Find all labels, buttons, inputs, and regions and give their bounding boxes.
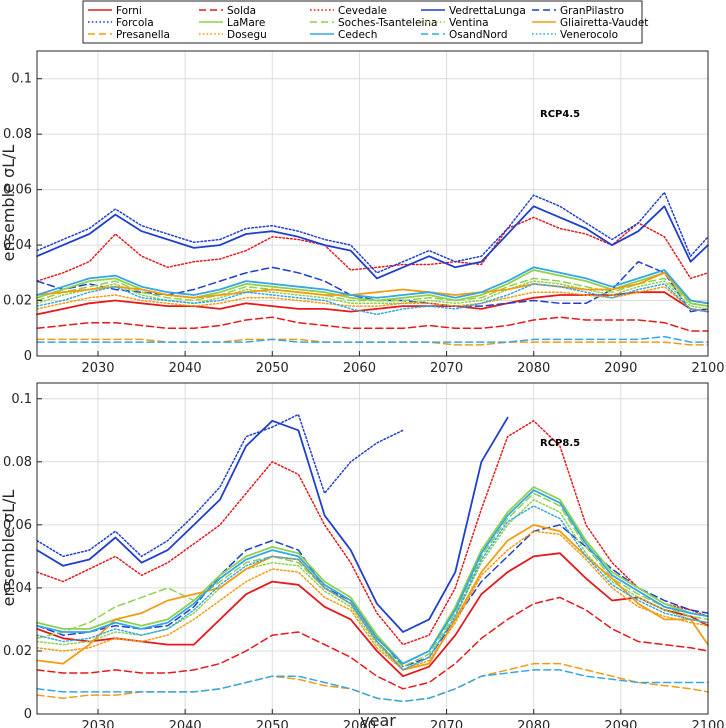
legend-label: Forni bbox=[116, 5, 142, 17]
series-top bbox=[36, 191, 709, 346]
x-tick-label-2060: 2060 bbox=[343, 719, 376, 728]
legend-label: Forcola bbox=[116, 17, 154, 29]
legend-entry-gliairetta-vaudet: Gliairetta-Vaudet bbox=[532, 17, 648, 29]
ticks-top: 2030 2040 2050 2060 2070 2080 2090 2100 0 0.02 0.0… bbox=[3, 72, 725, 376]
legend-entry-forcola: Forcola bbox=[88, 17, 154, 29]
x-tick-label-2040: 2040 bbox=[169, 719, 202, 728]
axes-frame-top bbox=[36, 50, 709, 357]
series-line-cedech-bottom bbox=[36, 489, 709, 665]
legend-entry-lamare: LaMare bbox=[199, 17, 265, 29]
legend-entry-ventina: Ventina bbox=[421, 17, 489, 29]
series-line-soches-tsanteleina-top bbox=[36, 277, 709, 307]
y-tick-label-0.1: 0.1 bbox=[11, 392, 32, 407]
legend-entry-soches-tsanteleina: Soches-Tsanteleina bbox=[310, 17, 437, 29]
y-axis-label-top: ensemble σL/L bbox=[0, 145, 18, 262]
x-tick-label-2040: 2040 bbox=[169, 361, 202, 376]
x-tick-label-2080: 2080 bbox=[517, 361, 550, 376]
legend-label: LaMare bbox=[227, 17, 265, 29]
x-tick-label-2060: 2060 bbox=[343, 361, 376, 376]
series-line-lamare-bottom bbox=[36, 486, 709, 665]
x-tick-label-2050: 2050 bbox=[256, 361, 289, 376]
series-line-gliairetta-vaudet-top bbox=[36, 271, 709, 305]
series-line-osandnord-top bbox=[36, 335, 709, 343]
x-tick-label-2030: 2030 bbox=[81, 361, 114, 376]
y-tick-label-0.1: 0.1 bbox=[11, 72, 32, 87]
panel-rcp85: 2030 2040 2050 2060 2070 2080 2090 2100 0 0.02 0.0… bbox=[0, 382, 725, 728]
legend-label: Solda bbox=[227, 5, 256, 17]
x-tick-label-2090: 2090 bbox=[604, 361, 637, 376]
x-axis-label: year bbox=[360, 711, 396, 728]
series-bottom bbox=[36, 413, 709, 703]
legend-entry-presanella: Presanella bbox=[88, 29, 170, 41]
y-tick-label-0.06: 0.06 bbox=[3, 518, 32, 533]
y-tick-label-0: 0 bbox=[24, 349, 32, 364]
legend-entry-osandnord: OsandNord bbox=[421, 29, 508, 41]
legend-entry-cedech: Cedech bbox=[310, 29, 377, 41]
legend-entry-cevedale: Cevedale bbox=[310, 5, 387, 17]
annotation-rcp85: RCP8.5 bbox=[540, 438, 580, 449]
legend-label: OsandNord bbox=[449, 29, 508, 41]
series-line-venerocolo-bottom bbox=[36, 505, 709, 671]
legend-entry-dosegu: Dosegu bbox=[199, 29, 267, 41]
legend-label: Presanella bbox=[116, 29, 170, 41]
axes-frame-bottom bbox=[36, 382, 709, 715]
y-tick-label-0.02: 0.02 bbox=[3, 294, 32, 309]
series-line-cevedale-bottom bbox=[36, 420, 709, 646]
legend-label: GranPilastro bbox=[560, 5, 624, 17]
legend-entry-forni: Forni bbox=[88, 5, 142, 17]
x-tick-label-2100: 2100 bbox=[691, 719, 724, 728]
legend-entry-vedrettalunga: VedrettaLunga bbox=[421, 5, 526, 17]
legend-label: Soches-Tsanteleina bbox=[338, 17, 437, 29]
series-line-solda-top bbox=[36, 316, 709, 332]
series-line-solda-bottom bbox=[36, 596, 709, 690]
legend-label: Ventina bbox=[449, 17, 489, 29]
series-line-osandnord-bottom bbox=[36, 669, 709, 703]
y-axis-label-bottom: ensemble σL/L bbox=[0, 490, 18, 607]
annotation-rcp45: RCP4.5 bbox=[540, 109, 580, 120]
series-line-presanella-top bbox=[36, 338, 709, 346]
y-tick-label-0.08: 0.08 bbox=[3, 127, 32, 142]
legend-label: VedrettaLunga bbox=[449, 5, 526, 17]
legend-label: Venerocolo bbox=[560, 29, 618, 41]
ticks-bottom: 2030 2040 2050 2060 2070 2080 2090 2100 0 0.02 0.0… bbox=[3, 392, 725, 728]
series-line-forcola-bottom bbox=[36, 413, 404, 558]
panel-rcp45: 2030 2040 2050 2060 2070 2080 2090 2100 0 0.02 0.0… bbox=[0, 50, 725, 376]
x-tick-label-2100: 2100 bbox=[691, 361, 724, 376]
x-tick-label-2030: 2030 bbox=[81, 719, 114, 728]
series-line-venerocolo-top bbox=[36, 283, 709, 316]
x-tick-label-2050: 2050 bbox=[256, 719, 289, 728]
x-tick-label-2070: 2070 bbox=[430, 719, 463, 728]
series-line-forcola-top bbox=[36, 191, 709, 274]
series-line-cevedale-top bbox=[36, 216, 709, 282]
series-line-ventina-top bbox=[36, 280, 709, 310]
x-tick-label-2070: 2070 bbox=[430, 361, 463, 376]
legend-label: Cedech bbox=[338, 29, 377, 41]
x-tick-label-2080: 2080 bbox=[517, 719, 550, 728]
series-line-dosegu-top bbox=[36, 285, 709, 313]
series-line-cedech-top bbox=[36, 266, 709, 305]
y-tick-label-0.02: 0.02 bbox=[3, 644, 32, 659]
legend-label: Cevedale bbox=[338, 5, 387, 17]
y-tick-label-0.04: 0.04 bbox=[3, 238, 32, 253]
legend-entry-venerocolo: Venerocolo bbox=[532, 29, 618, 41]
series-line-vedrettalunga-top bbox=[36, 205, 709, 280]
plot-area-bottom bbox=[37, 383, 708, 714]
legend-label: Dosegu bbox=[227, 29, 267, 41]
y-tick-label-0.04: 0.04 bbox=[3, 581, 32, 596]
y-tick-label-0.08: 0.08 bbox=[3, 455, 32, 470]
plot-area-top bbox=[37, 51, 708, 356]
legend-entry-solda: Solda bbox=[199, 5, 256, 17]
legend-label: Gliairetta-Vaudet bbox=[560, 17, 648, 29]
x-tick-label-2090: 2090 bbox=[604, 719, 637, 728]
series-line-forni-top bbox=[36, 291, 709, 316]
legend: Forni Solda Cevedale VedrettaLunga GranPilas… bbox=[82, 0, 648, 44]
y-tick-label-0: 0 bbox=[24, 707, 32, 722]
series-line-forni-bottom bbox=[36, 552, 709, 678]
legend-entry-granpilastro: GranPilastro bbox=[532, 5, 624, 17]
series-line-vedrettalunga-bottom bbox=[36, 416, 509, 633]
y-tick-label-0.06: 0.06 bbox=[3, 183, 32, 198]
series-line-dosegu-bottom bbox=[36, 530, 709, 671]
